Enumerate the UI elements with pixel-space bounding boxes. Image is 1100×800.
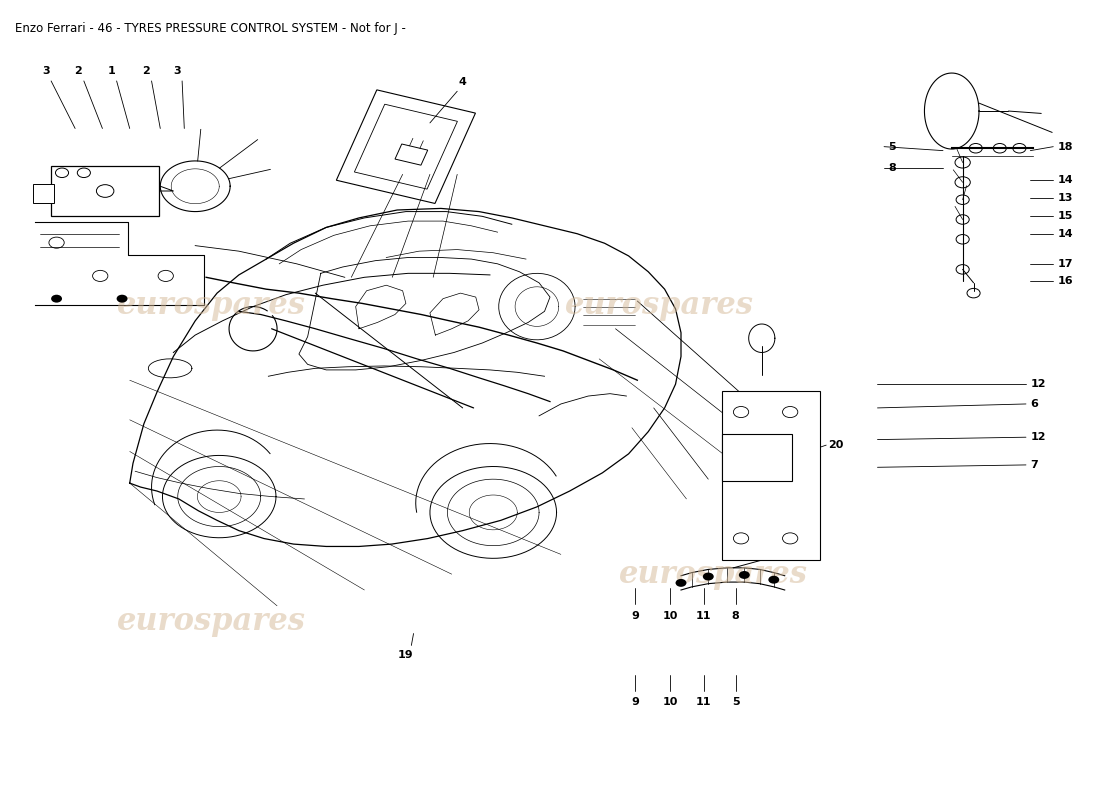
Text: 14: 14 <box>1057 175 1074 185</box>
Text: 9: 9 <box>631 698 639 707</box>
Text: 11: 11 <box>696 698 712 707</box>
Text: 6: 6 <box>1031 399 1038 409</box>
FancyBboxPatch shape <box>723 390 820 560</box>
Text: 20: 20 <box>828 440 844 450</box>
Text: eurospares: eurospares <box>117 290 306 321</box>
Circle shape <box>768 576 779 584</box>
Text: 9: 9 <box>631 611 639 621</box>
Text: 3: 3 <box>173 66 180 77</box>
Circle shape <box>51 294 62 302</box>
Text: 17: 17 <box>1057 259 1074 269</box>
Text: 3: 3 <box>42 66 50 77</box>
Text: Enzo Ferrari - 46 - TYRES PRESSURE CONTROL SYSTEM - Not for J -: Enzo Ferrari - 46 - TYRES PRESSURE CONTR… <box>15 22 406 35</box>
Text: eurospares: eurospares <box>564 290 754 321</box>
Text: 19: 19 <box>398 650 414 660</box>
Text: eurospares: eurospares <box>619 558 808 590</box>
Text: 16: 16 <box>1057 276 1074 286</box>
Text: 1: 1 <box>108 66 115 77</box>
Text: 8: 8 <box>732 611 739 621</box>
Text: 13: 13 <box>1057 193 1072 203</box>
Circle shape <box>117 294 128 302</box>
Circle shape <box>675 579 686 587</box>
Text: 12: 12 <box>1031 379 1046 389</box>
Text: 15: 15 <box>1057 210 1072 221</box>
Text: eurospares: eurospares <box>117 606 306 637</box>
Text: 10: 10 <box>662 611 678 621</box>
FancyBboxPatch shape <box>51 166 160 215</box>
Circle shape <box>739 571 750 579</box>
Text: 8: 8 <box>889 163 896 173</box>
Text: 18: 18 <box>1057 142 1074 152</box>
Text: 7: 7 <box>1031 460 1038 470</box>
Text: 4: 4 <box>459 77 466 86</box>
Text: 5: 5 <box>889 142 896 152</box>
Text: 11: 11 <box>696 611 712 621</box>
FancyBboxPatch shape <box>33 184 54 203</box>
FancyBboxPatch shape <box>723 434 792 481</box>
Text: 12: 12 <box>1031 432 1046 442</box>
Text: 2: 2 <box>142 66 150 77</box>
Text: 5: 5 <box>732 698 739 707</box>
Circle shape <box>703 573 714 581</box>
Text: 14: 14 <box>1057 229 1074 238</box>
Text: 2: 2 <box>75 66 82 77</box>
Text: 10: 10 <box>662 698 678 707</box>
